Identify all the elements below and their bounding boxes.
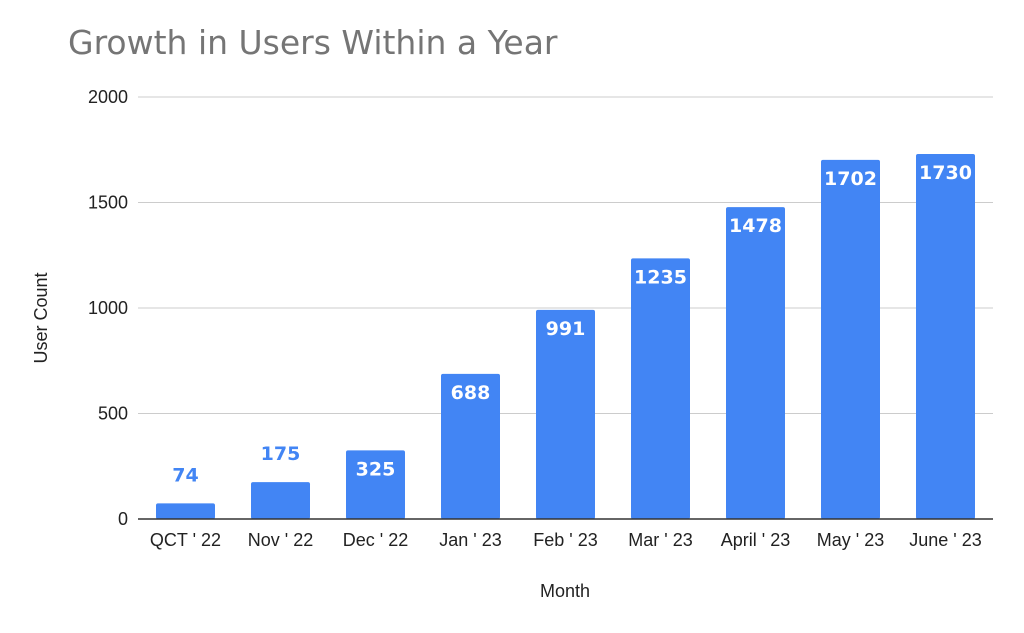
bar — [631, 258, 690, 519]
x-tick-label: May ' 23 — [817, 530, 884, 550]
y-tick-label: 2000 — [88, 87, 128, 107]
x-axis-ticks: QCT ' 22 Nov ' 22 Dec ' 22 Jan ' 23 Feb ' 23… — [150, 530, 982, 550]
chart-title: Growth in Users Within a Year — [68, 23, 558, 62]
y-tick-label: 1000 — [88, 298, 128, 318]
bar-value-label: 1478 — [729, 215, 782, 237]
y-tick-label: 1500 — [88, 193, 128, 213]
bar-value-label: 991 — [546, 318, 586, 340]
bar-value-label: 74 — [172, 464, 198, 486]
bar — [251, 482, 310, 519]
x-axis-title: Month — [540, 581, 590, 601]
bar-value-label: 325 — [356, 458, 396, 480]
x-tick-label: Dec ' 22 — [343, 530, 408, 550]
x-tick-label: QCT ' 22 — [150, 530, 221, 550]
x-tick-label: April ' 23 — [721, 530, 790, 550]
bar — [536, 309, 595, 519]
bar-value-label: 1235 — [634, 266, 687, 288]
bar — [441, 373, 500, 519]
y-axis-ticks: 0 500 1000 1500 2000 — [88, 87, 128, 529]
x-tick-label: Jan ' 23 — [439, 530, 501, 550]
x-tick-label: Feb ' 23 — [533, 530, 597, 550]
x-tick-label: Mar ' 23 — [628, 530, 692, 550]
bar-value-label: 688 — [451, 382, 491, 404]
x-tick-label: Nov ' 22 — [248, 530, 313, 550]
bar — [916, 153, 975, 519]
bar-value-label: 175 — [261, 443, 301, 465]
bars: 74 175 325 688 991 1235 1478 1702 1730 — [156, 153, 975, 520]
y-axis-title: User Count — [31, 272, 51, 363]
bar — [346, 450, 405, 519]
bar — [726, 207, 785, 519]
y-tick-label: 0 — [118, 509, 128, 529]
bar — [821, 159, 880, 520]
x-tick-label: June ' 23 — [909, 530, 982, 550]
bar — [156, 503, 215, 519]
y-tick-label: 500 — [98, 404, 128, 424]
bar-value-label: 1730 — [919, 162, 972, 184]
bar-value-label: 1702 — [824, 168, 877, 190]
